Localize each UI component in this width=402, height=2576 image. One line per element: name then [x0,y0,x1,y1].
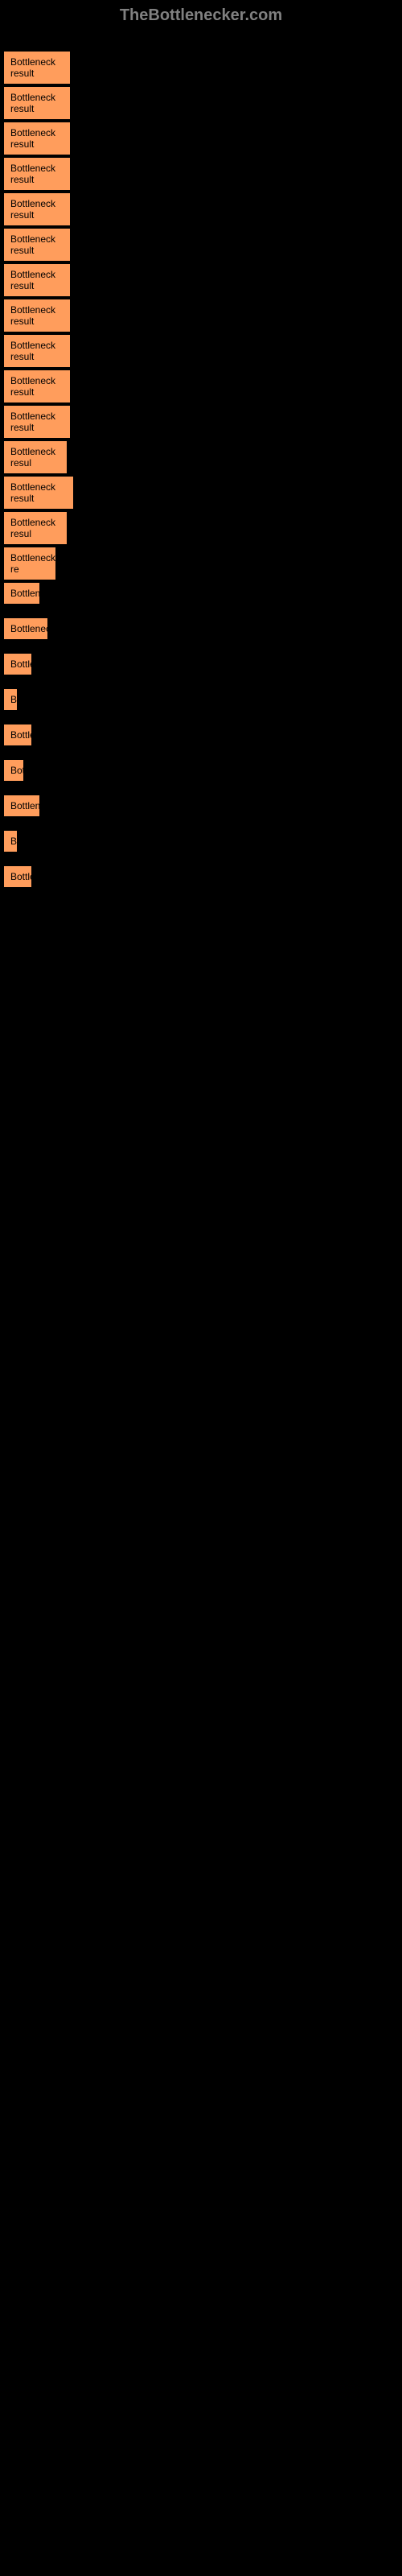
result-row: Bottleneck re [0,527,402,563]
results-list: Bottleneck resultBottleneck resultBottle… [0,31,402,881]
result-row: Bottle [0,704,402,740]
result-row: Bottlene [0,775,402,811]
result-row: Bottleneck resul [0,492,402,527]
result-row: Bottle [0,846,402,881]
result-row: Bottle [0,634,402,669]
result-row: Bottleneck result [0,350,402,386]
bottleneck-result-item[interactable]: Bottle [3,865,32,888]
result-row: Bottleneck result [0,244,402,279]
result-row: Bottleneck [0,598,402,634]
result-row: Bottleneck result [0,315,402,350]
result-row: Bo [0,669,402,704]
result-row: Bottleneck result [0,102,402,138]
result-row: Bottleneck resul [0,421,402,456]
result-row: Bottleneck result [0,138,402,173]
page-header: TheBottlenecker.com [0,0,402,31]
result-row: Bottleneck result [0,208,402,244]
result-row: Bott [0,740,402,775]
result-row: Bottleneck result [0,279,402,315]
result-row: Bottlene [0,563,402,598]
result-row: Bottleneck result [0,386,402,421]
result-row: Bottleneck result [0,456,402,492]
result-row: Bottleneck result [0,67,402,102]
site-title: TheBottlenecker.com [120,6,282,24]
result-row: Bottleneck result [0,31,402,67]
result-row: B [0,811,402,846]
result-row: Bottleneck result [0,173,402,208]
